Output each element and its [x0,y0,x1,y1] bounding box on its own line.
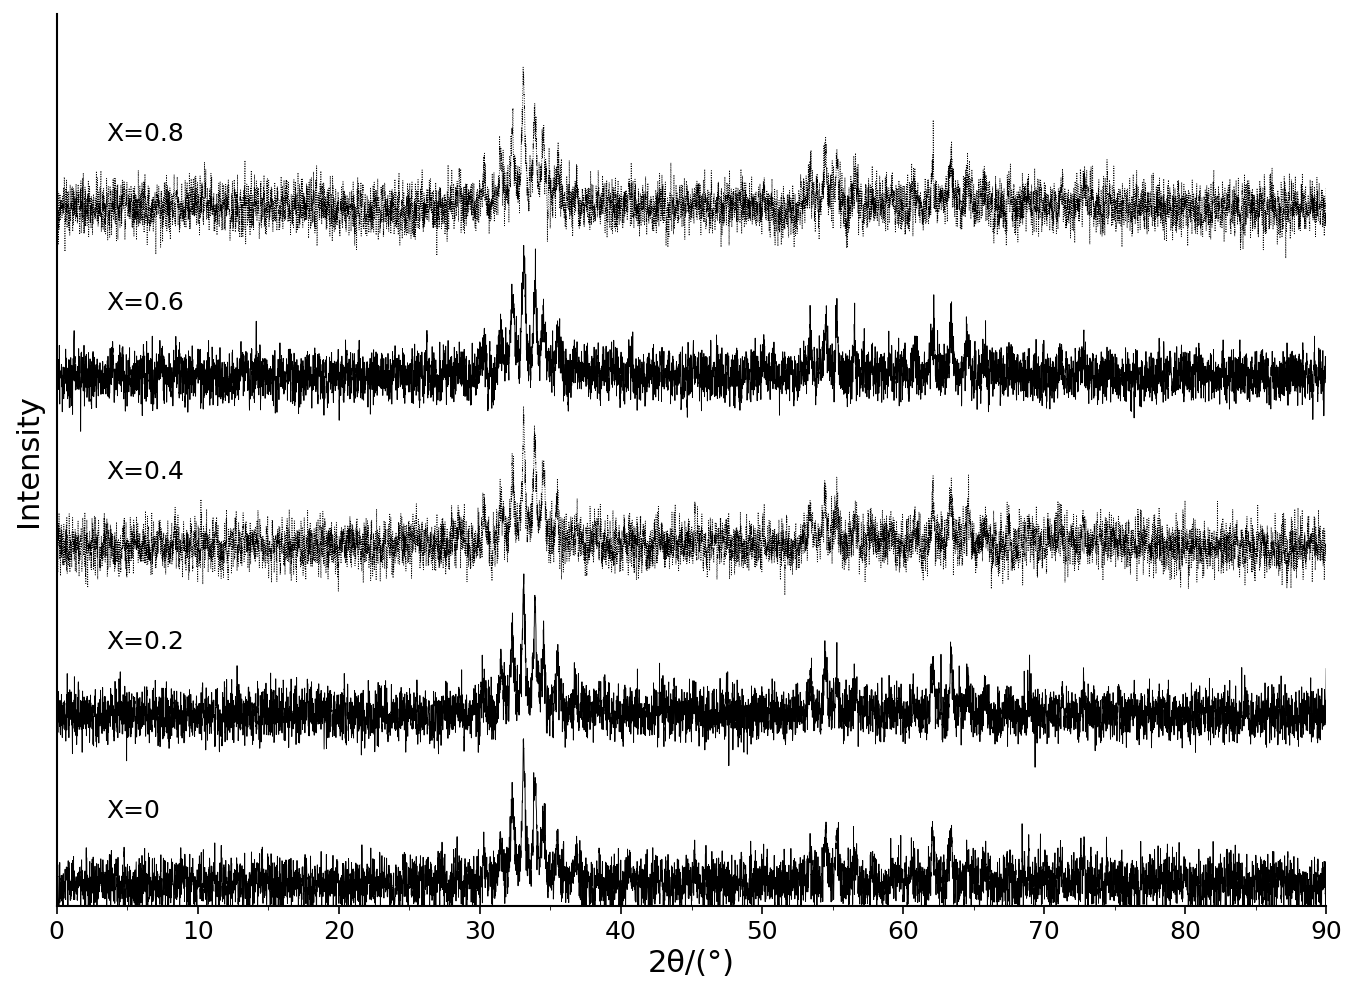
Y-axis label: Intensity: Intensity [14,394,43,527]
Text: X=0.2: X=0.2 [106,630,184,654]
Text: X=0.6: X=0.6 [106,291,184,315]
Text: X=0.8: X=0.8 [106,122,184,146]
X-axis label: 2θ/(°): 2θ/(°) [648,949,735,978]
Text: X=0.4: X=0.4 [106,460,184,484]
Text: X=0: X=0 [106,799,160,822]
